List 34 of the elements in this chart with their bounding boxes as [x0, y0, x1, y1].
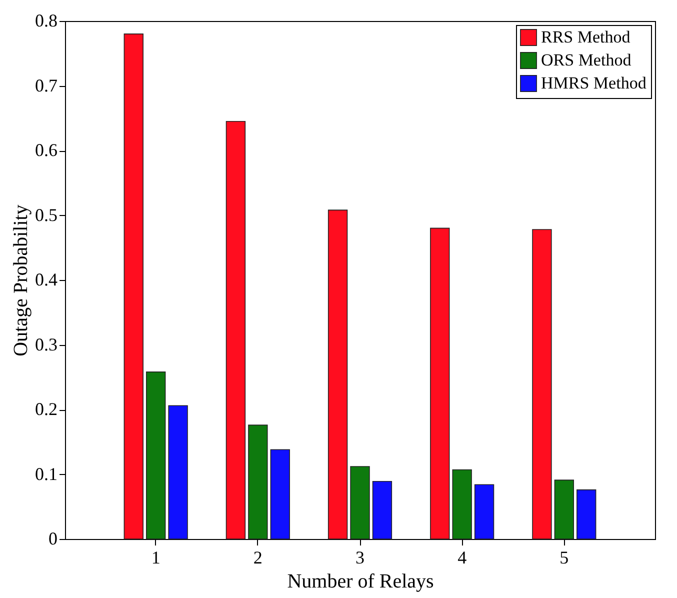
x-tick-label: 4: [458, 548, 467, 568]
y-tick-label: 0.5: [35, 204, 58, 225]
y-tick-label: 0.2: [35, 399, 58, 419]
x-tick-label: 5: [560, 548, 569, 568]
x-axis-title: Number of Relays: [287, 570, 434, 592]
y-tick-label: 0: [48, 528, 58, 548]
bar: [328, 210, 348, 540]
y-axis-title: Outage Probability: [10, 204, 32, 356]
y-tick-label: 0.3: [35, 334, 58, 354]
legend-label: RRS Method: [541, 28, 631, 46]
bar: [474, 484, 494, 540]
bar: [248, 424, 268, 540]
y-tick-label: 0.8: [35, 10, 58, 30]
bar: [146, 372, 166, 540]
bar: [532, 229, 552, 540]
bar: [124, 34, 144, 540]
bar: [270, 449, 290, 540]
y-tick-label: 0.4: [35, 270, 58, 290]
x-tick-label: 1: [151, 548, 160, 568]
y-tick-label: 0.6: [35, 140, 58, 160]
bar: [576, 489, 596, 540]
bar: [226, 120, 246, 540]
x-tick-label: 3: [356, 548, 364, 568]
bar: [430, 228, 450, 540]
bar: [350, 466, 370, 540]
bar: [452, 469, 472, 540]
x-tick-label: 2: [253, 548, 262, 568]
legend-label: ORS Method: [541, 50, 632, 70]
legend-label: HMRS Method: [541, 74, 647, 92]
bar: [168, 405, 188, 540]
y-tick-label: 0.1: [35, 464, 58, 484]
bar: [372, 480, 392, 540]
y-tick-label: 0.7: [35, 75, 58, 96]
bar: [554, 480, 574, 540]
